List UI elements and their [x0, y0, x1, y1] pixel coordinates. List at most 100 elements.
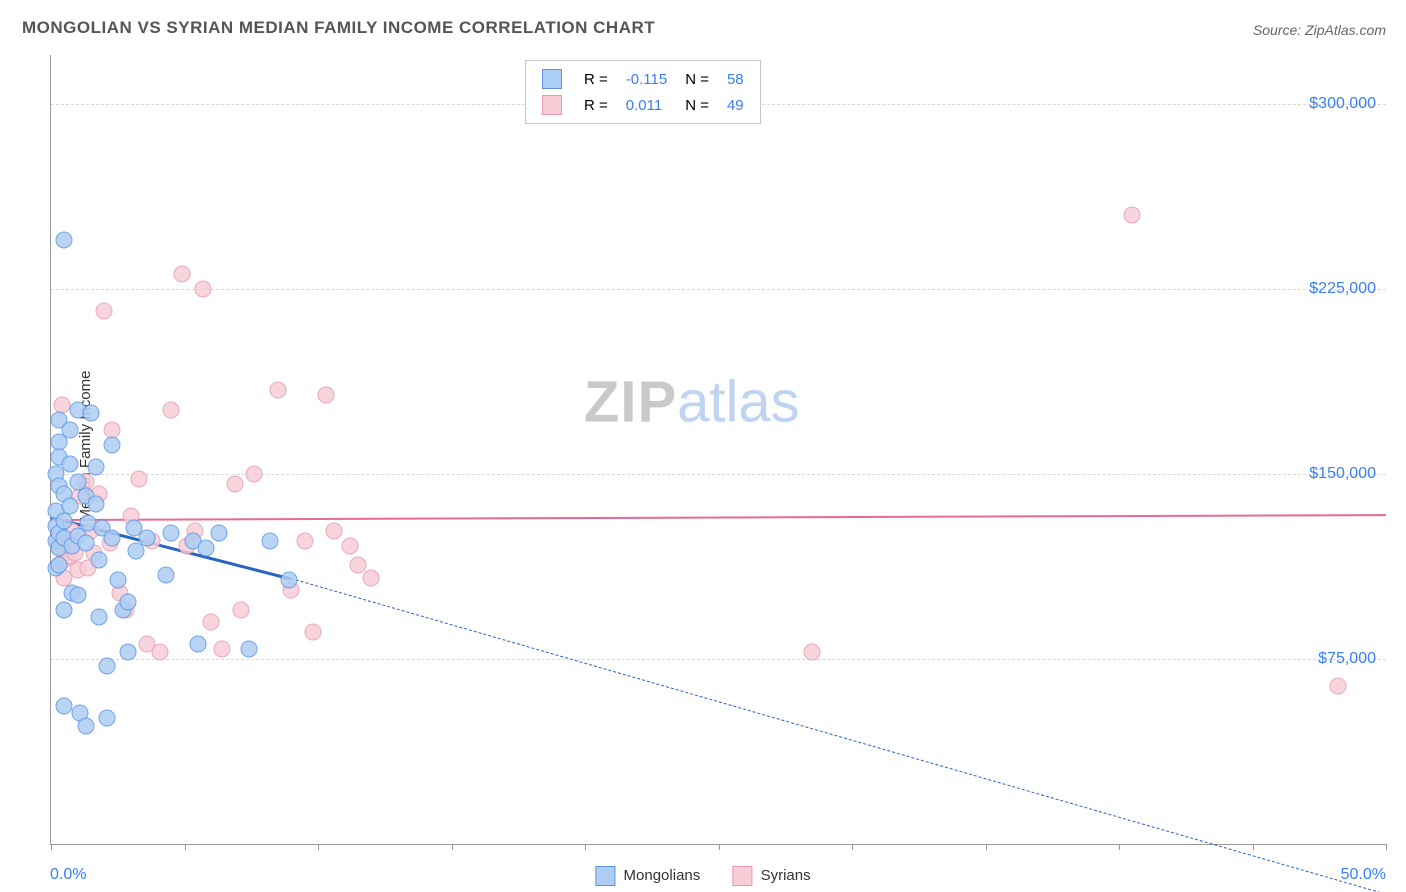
data-point-mongolians [197, 540, 214, 557]
data-point-syrians [163, 402, 180, 419]
data-point-syrians [296, 532, 313, 549]
data-point-syrians [363, 569, 380, 586]
data-point-mongolians [51, 557, 68, 574]
chart-title: MONGOLIAN VS SYRIAN MEDIAN FAMILY INCOME… [22, 18, 655, 38]
data-point-syrians [232, 601, 249, 618]
r-value-syrians: 0.011 [618, 93, 675, 117]
swatch-mongolians-bottom [595, 866, 615, 886]
data-point-mongolians [56, 601, 73, 618]
x-tick [51, 844, 52, 850]
x-tick [585, 844, 586, 850]
correlation-row-mongolians: R = -0.115 N = 58 [534, 67, 752, 91]
legend-label-syrians: Syrians [761, 867, 811, 884]
correlation-legend: R = -0.115 N = 58 R = 0.011 N = 49 [525, 60, 761, 124]
data-point-syrians [245, 466, 262, 483]
data-point-mongolians [211, 525, 228, 542]
data-point-syrians [131, 471, 148, 488]
correlation-row-syrians: R = 0.011 N = 49 [534, 93, 752, 117]
data-point-mongolians [109, 572, 126, 589]
swatch-mongolians [542, 69, 562, 89]
data-point-syrians [203, 614, 220, 631]
x-tick [719, 844, 720, 850]
x-tick [185, 844, 186, 850]
data-point-mongolians [163, 525, 180, 542]
data-point-syrians [1124, 207, 1141, 224]
data-point-mongolians [104, 436, 121, 453]
data-point-mongolians [61, 421, 78, 438]
legend-item-mongolians: Mongolians [595, 866, 700, 886]
x-tick [986, 844, 987, 850]
data-point-syrians [318, 387, 335, 404]
data-point-syrians [173, 266, 190, 283]
data-point-mongolians [120, 594, 137, 611]
data-point-mongolians [56, 697, 73, 714]
watermark-atlas: atlas [677, 370, 800, 435]
swatch-syrians-bottom [732, 866, 752, 886]
data-point-mongolians [91, 552, 108, 569]
data-point-syrians [342, 537, 359, 554]
data-point-mongolians [104, 530, 121, 547]
watermark-logo: ZIPatlas [584, 369, 800, 436]
regression-line [51, 514, 1386, 521]
y-tick-label: $150,000 [1309, 465, 1376, 483]
x-tick [1119, 844, 1120, 850]
n-value-syrians: 49 [719, 93, 752, 117]
data-point-mongolians [139, 530, 156, 547]
data-point-mongolians [83, 404, 100, 421]
data-point-mongolians [120, 643, 137, 660]
r-value-mongolians: -0.115 [618, 67, 675, 91]
data-point-syrians [1329, 678, 1346, 695]
x-axis-min-label: 0.0% [50, 866, 86, 884]
data-point-mongolians [157, 567, 174, 584]
gridline [51, 289, 1386, 290]
x-tick [1386, 844, 1387, 850]
data-point-mongolians [261, 532, 278, 549]
data-point-syrians [152, 643, 169, 660]
y-tick-label: $225,000 [1309, 280, 1376, 298]
data-point-syrians [326, 522, 343, 539]
data-point-mongolians [280, 572, 297, 589]
data-point-mongolians [61, 456, 78, 473]
data-point-mongolians [61, 498, 78, 515]
legend-label-mongolians: Mongolians [624, 867, 701, 884]
watermark-zip: ZIP [584, 370, 677, 435]
x-tick [1253, 844, 1254, 850]
x-axis-max-label: 50.0% [1341, 866, 1386, 884]
n-label: N = [677, 67, 717, 91]
swatch-syrians [542, 95, 562, 115]
source-prefix: Source: [1253, 22, 1305, 38]
n-label: N = [677, 93, 717, 117]
data-point-mongolians [56, 231, 73, 248]
source-name: ZipAtlas.com [1305, 22, 1386, 38]
y-tick-label: $75,000 [1318, 650, 1376, 668]
data-point-mongolians [69, 586, 86, 603]
data-point-mongolians [77, 717, 94, 734]
data-point-syrians [350, 557, 367, 574]
data-point-syrians [304, 623, 321, 640]
data-point-syrians [213, 641, 230, 658]
data-point-mongolians [56, 513, 73, 530]
data-point-mongolians [240, 641, 257, 658]
source-attribution: Source: ZipAtlas.com [1253, 22, 1386, 38]
data-point-mongolians [189, 636, 206, 653]
data-point-syrians [195, 281, 212, 298]
data-point-mongolians [99, 710, 116, 727]
n-value-mongolians: 58 [719, 67, 752, 91]
correlation-table: R = -0.115 N = 58 R = 0.011 N = 49 [532, 65, 754, 119]
x-tick [852, 844, 853, 850]
regression-line [291, 578, 1386, 892]
legend-item-syrians: Syrians [732, 866, 810, 886]
data-point-mongolians [99, 658, 116, 675]
data-point-mongolians [77, 535, 94, 552]
y-tick-label: $300,000 [1309, 95, 1376, 113]
r-label: R = [576, 93, 616, 117]
data-point-syrians [269, 382, 286, 399]
r-label: R = [576, 67, 616, 91]
series-legend: Mongolians Syrians [581, 866, 824, 886]
x-tick [452, 844, 453, 850]
chart-plot-area: ZIPatlas $75,000 $150,000 $225,000 $300,000 [50, 55, 1386, 845]
data-point-syrians [227, 476, 244, 493]
data-point-mongolians [88, 495, 105, 512]
x-tick [318, 844, 319, 850]
data-point-syrians [96, 303, 113, 320]
